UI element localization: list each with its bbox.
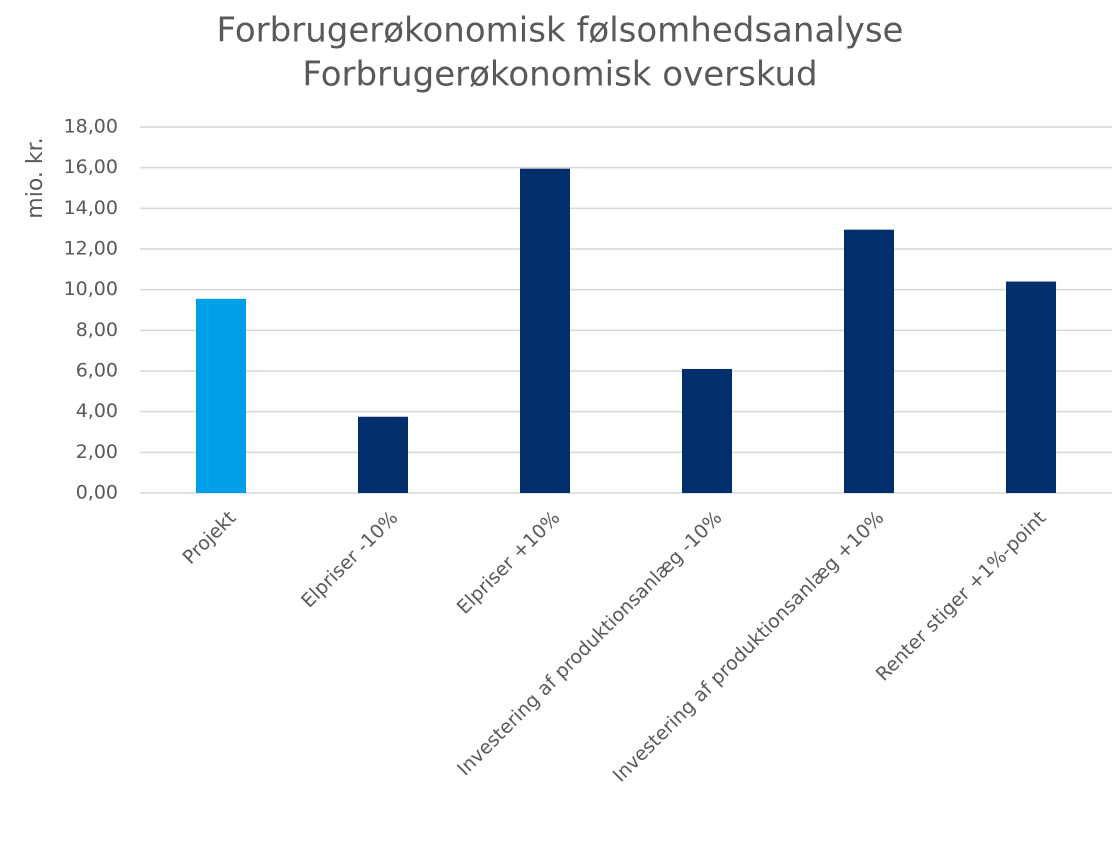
y-tick-label: 16,00 (64, 156, 118, 178)
x-tick-label: Renter stiger +1%-point (872, 507, 1051, 686)
y-axis-label: mio. kr. (23, 137, 48, 218)
y-tick-label: 18,00 (64, 116, 118, 138)
x-tick-label: Elpriser +10% (453, 507, 565, 619)
y-tick-label: 10,00 (64, 278, 118, 300)
y-tick-label: 2,00 (76, 441, 118, 463)
x-tick-label: Elpriser -10% (297, 507, 402, 612)
y-tick-label: 12,00 (64, 238, 118, 260)
bar (358, 416, 408, 493)
bar (844, 229, 894, 493)
x-tick-label: Projekt (178, 507, 240, 569)
bar (196, 298, 246, 493)
chart-subtitle: Forbrugerøkonomisk overskud (302, 55, 817, 95)
x-tick-label: Investering af produktionsanlæg -10% (453, 507, 726, 780)
bar (520, 168, 570, 493)
y-tick-label: 4,00 (76, 400, 118, 422)
bar (1006, 281, 1056, 493)
y-tick-label: 6,00 (76, 360, 118, 382)
y-tick-label: 14,00 (64, 197, 118, 219)
y-tick-label: 0,00 (76, 482, 118, 504)
chart-title: Forbrugerøkonomisk følsomhedsanalyse (217, 11, 904, 51)
bar (682, 368, 732, 493)
x-tick-label: Investering af produktionsanlæg +10% (609, 507, 889, 787)
y-tick-label: 8,00 (76, 319, 118, 341)
